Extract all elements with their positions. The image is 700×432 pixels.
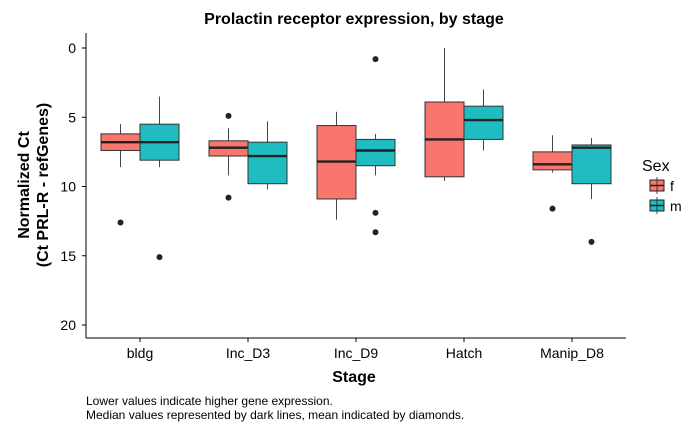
outlier-m-Inc_D9-1 [372, 209, 379, 216]
outlier-f-bldg-0 [117, 219, 124, 226]
y-axis-title-line-1: Normalized Ct [16, 131, 33, 239]
outlier-m-bldg-0 [156, 254, 163, 261]
y-tick-label-5: 5 [68, 109, 76, 125]
legend-title: Sex [642, 158, 670, 175]
y-tick-label-15: 15 [60, 248, 76, 264]
box-m-bldg [139, 96, 180, 261]
caption-line-1: Lower values indicate higher gene expres… [86, 394, 333, 408]
x-axis-title: Stage [332, 369, 376, 386]
y-axis-title-line-2: (Ct PRL-R - refGenes) [35, 103, 52, 267]
outlier-m-Inc_D9-2 [372, 229, 379, 236]
box-f-bldg [100, 124, 141, 226]
box-f-Hatch [424, 48, 465, 181]
x-tick-label-Inc_D9: Inc_D9 [334, 345, 379, 361]
y-axis-title: Normalized Ct (Ct PRL-R - refGenes) [16, 103, 52, 267]
y-tick-label-0: 0 [68, 40, 76, 56]
box-rect-m-Hatch [463, 105, 504, 140]
x-tick-label-Hatch: Hatch [446, 345, 483, 361]
box-rect-m-Manip_D8 [571, 144, 612, 185]
x-axis-ticks: bldg Inc_D3 Inc_D9 Hatch Manip_D8 [127, 338, 604, 361]
plot-area [100, 48, 612, 261]
outlier-m-Manip_D8-0 [588, 238, 595, 245]
outlier-f-Manip_D8-0 [549, 205, 556, 212]
legend: Sex f m [642, 158, 682, 214]
outlier-f-Inc_D3-1 [225, 194, 232, 201]
outlier-f-Inc_D3-0 [225, 112, 232, 119]
box-m-Manip_D8 [571, 138, 612, 245]
y-tick-label-20: 20 [60, 317, 76, 333]
box-f-Inc_D9 [316, 111, 357, 220]
box-rect-m-Inc_D9 [355, 138, 396, 167]
box-f-Manip_D8 [532, 135, 573, 212]
box-m-Inc_D9 [355, 56, 396, 236]
box-f-Inc_D3 [208, 112, 249, 201]
y-tick-label-10: 10 [60, 179, 76, 195]
box-m-Inc_D3 [247, 121, 288, 190]
x-tick-label-Inc_D3: Inc_D3 [226, 345, 271, 361]
box-rect-m-Inc_D3 [247, 141, 288, 185]
legend-label-f: f [670, 178, 674, 194]
x-tick-label-bldg: bldg [127, 345, 153, 361]
caption-line-2: Median values represented by dark lines,… [86, 408, 464, 422]
box-m-Hatch [463, 89, 504, 151]
y-axis-ticks: 0 5 10 15 20 [60, 40, 86, 333]
outlier-m-Inc_D9-0 [372, 56, 379, 63]
box-rect-f-Manip_D8 [532, 151, 573, 171]
chart-title: Prolactin receptor expression, by stage [204, 11, 504, 28]
legend-label-m: m [670, 198, 682, 214]
x-tick-label-Manip_D8: Manip_D8 [540, 345, 604, 361]
